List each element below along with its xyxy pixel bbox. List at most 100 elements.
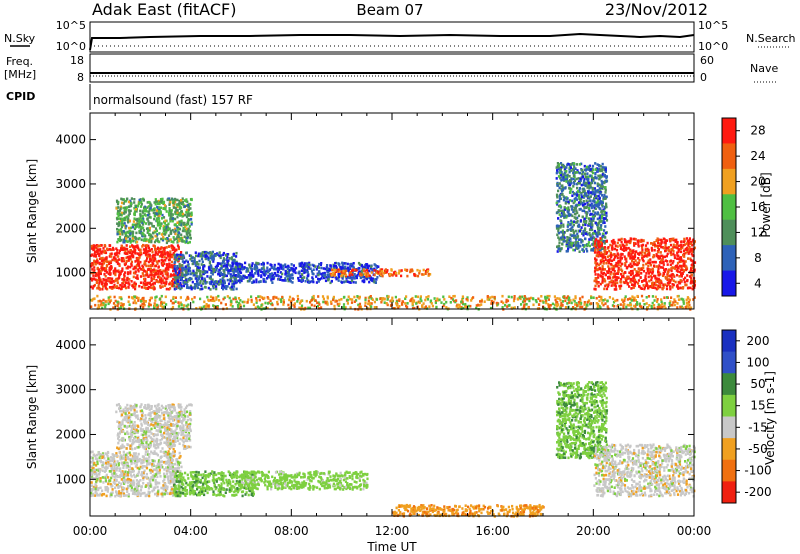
power-cell-dawn-band <box>194 273 197 276</box>
power-cell-near-range-clutter <box>293 303 296 307</box>
power-cell-nightside-evening <box>594 266 597 270</box>
power-cell-noon-patch <box>400 274 403 278</box>
power-cell-dawn-band <box>194 284 197 288</box>
power-cell-midday-band <box>362 279 365 282</box>
power-cell-evening-arc <box>598 197 601 200</box>
power-cell-nightside-morning <box>118 251 121 255</box>
power-cell-midday-band <box>281 272 284 276</box>
power-cell-midday-band <box>240 279 243 283</box>
power-cell-nightside-evening <box>676 261 680 265</box>
power-cell-nightside-morning <box>108 278 111 282</box>
power-cell-nightside-evening <box>611 247 614 250</box>
power-cell-evening-arc <box>587 195 590 199</box>
power-cell-midday-band <box>238 265 242 268</box>
power-cell-evening-arc <box>565 216 568 219</box>
power-cell-evening-arc <box>597 231 600 234</box>
power-cell-dawn-band <box>173 276 176 279</box>
power-cell-midday-band <box>375 266 379 269</box>
power-cell-nightside-evening <box>645 272 648 275</box>
power-cell-nightside-morning <box>172 277 175 281</box>
power-cell-nightside-evening <box>679 286 682 290</box>
power-cell-near-range-clutter <box>530 296 533 300</box>
power-cell-nightside-morning <box>137 263 141 267</box>
power-cell-evening-arc <box>591 215 594 219</box>
power-cell-nightside-morning <box>147 267 150 271</box>
power-cell-dawn-band <box>200 287 203 291</box>
power-cell-morning-upper-spread <box>188 212 191 216</box>
power-cell-nightside-evening <box>622 272 625 275</box>
power-cell-nightside-evening <box>682 278 685 281</box>
power-cell-nightside-evening <box>623 246 626 250</box>
power-cell-nightside-evening <box>647 286 650 290</box>
power-cell-dawn-band <box>218 274 222 277</box>
power-cell-evening-arc <box>576 190 580 193</box>
power-cell-midday-band <box>229 264 232 267</box>
power-cell-nightside-morning <box>109 272 112 275</box>
power-cell-morning-upper-spread <box>189 237 192 240</box>
power-cell-evening-arc <box>598 187 601 190</box>
power-cell-midday-band <box>287 273 290 276</box>
power-cell-morning-upper-spread <box>157 206 160 209</box>
power-cell-near-range-clutter <box>486 295 489 298</box>
power-cell-evening-arc <box>574 171 577 174</box>
power-cell-nightside-evening <box>593 279 596 283</box>
power-cell-morning-upper-spread <box>148 209 151 213</box>
power-cell-morning-upper-spread <box>172 236 175 239</box>
power-cell-nightside-evening <box>653 248 656 252</box>
power-cell-dawn-band <box>178 257 181 260</box>
power-cell-morning-upper-spread <box>129 204 133 207</box>
power-cell-morning-upper-spread <box>133 198 136 201</box>
power-cell-midday-band <box>338 263 341 267</box>
power-cell-evening-arc <box>578 163 581 166</box>
power-cell-nightside-evening <box>597 263 601 267</box>
power-cell-nightside-morning <box>170 254 173 258</box>
power-cell-nightside-morning <box>111 285 114 289</box>
power-cell-nightside-evening <box>662 272 666 276</box>
power-cell-near-range-clutter <box>523 303 526 306</box>
power-cell-morning-upper-spread <box>179 237 182 240</box>
power-cell-nightside-morning <box>146 255 149 258</box>
power-cell-nightside-morning <box>171 274 174 277</box>
power-cell-nightside-evening <box>645 284 648 287</box>
power-cell-midday-band <box>369 267 372 270</box>
power-cell-nightside-evening <box>644 274 647 278</box>
power-cell-nightside-morning <box>178 268 181 271</box>
power-cell-nightside-morning <box>98 257 102 261</box>
power-cell-nightside-morning <box>126 272 130 276</box>
power-cell-midday-band <box>320 277 323 280</box>
power-cell-morning-upper-spread <box>162 235 165 239</box>
power-cell-evening-arc <box>590 212 593 216</box>
power-cell-nightside-morning <box>172 281 175 285</box>
power-cell-evening-arc <box>602 209 605 213</box>
power-cell-noon-patch <box>406 274 409 278</box>
power-cell-nightside-morning <box>107 272 110 276</box>
power-cell-nightside-morning <box>116 281 119 285</box>
power-cell-evening-arc <box>593 187 596 190</box>
power-cell-morning-upper-spread <box>138 198 141 202</box>
power-cell-near-range-clutter <box>128 303 131 306</box>
power-cell-nightside-morning <box>120 287 123 291</box>
power-cell-nightside-morning <box>147 250 150 253</box>
power-cell-evening-arc <box>560 190 564 193</box>
power-cell-morning-upper-spread <box>116 227 119 231</box>
power-cell-dawn-band <box>208 261 211 265</box>
power-cell-evening-arc <box>601 175 604 178</box>
power-cell-morning-upper-spread <box>171 218 174 221</box>
power-cell-near-range-clutter <box>178 303 181 307</box>
power-cell-nightside-morning <box>94 260 97 263</box>
power-cell-near-range-clutter <box>379 297 382 301</box>
power-cell-midday-band <box>303 262 306 265</box>
power-cell-dawn-band <box>211 272 214 276</box>
power-cell-nightside-evening <box>655 287 658 291</box>
power-cell-dawn-band <box>177 284 180 288</box>
power-cell-noon-patch <box>390 273 393 277</box>
power-cell-nightside-morning <box>152 277 156 281</box>
power-cell-evening-arc <box>600 246 603 249</box>
power-cell-morning-upper-spread <box>137 204 140 208</box>
power-cell-midday-band <box>330 280 333 283</box>
power-cell-nightside-morning <box>120 257 123 260</box>
power-cell-dawn-band <box>205 250 208 254</box>
power-cell-nightside-morning <box>165 256 168 260</box>
power-cell-near-range-clutter <box>480 303 483 306</box>
power-cell-morning-upper-spread <box>132 239 135 243</box>
